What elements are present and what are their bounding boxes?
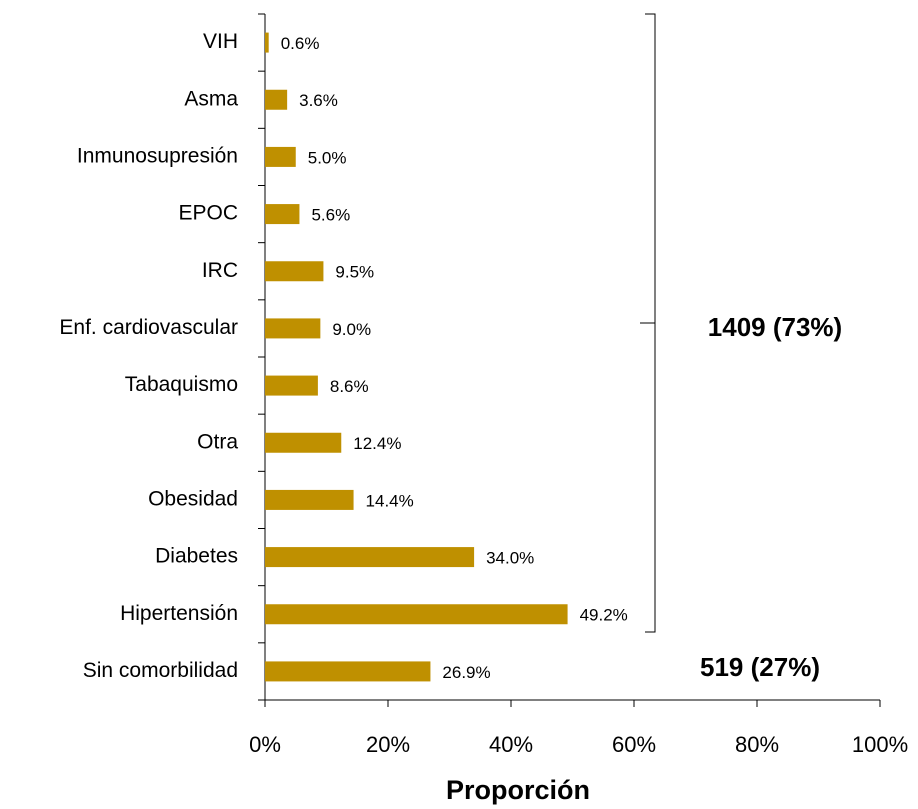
x-tick-label: 60% xyxy=(612,732,656,757)
x-tick-label: 100% xyxy=(852,732,908,757)
bar xyxy=(265,89,288,110)
value-label: 26.9% xyxy=(442,663,490,682)
bar xyxy=(265,32,269,53)
x-tick-label: 0% xyxy=(249,732,281,757)
value-label: 9.0% xyxy=(332,320,371,339)
y-tick-label: Inmunosupresión xyxy=(77,144,238,167)
y-tick-label: Otra xyxy=(197,430,238,453)
bar xyxy=(265,661,431,682)
y-tick-label: Enf. cardiovascular xyxy=(59,316,238,339)
value-label: 34.0% xyxy=(486,549,534,568)
y-tick-label: Asma xyxy=(184,87,238,110)
value-label: 5.0% xyxy=(308,148,347,167)
bar xyxy=(265,375,318,396)
y-tick-label: EPOC xyxy=(178,202,238,225)
y-tick-label: VIH xyxy=(203,30,238,53)
value-label: 12.4% xyxy=(353,434,401,453)
y-tick-label: IRC xyxy=(202,259,238,282)
bar xyxy=(265,318,321,339)
bar xyxy=(265,604,568,625)
bar xyxy=(265,547,475,568)
value-label: 0.6% xyxy=(281,34,320,53)
x-tick-label: 20% xyxy=(366,732,410,757)
bar xyxy=(265,432,342,453)
y-tick-label: Hipertensión xyxy=(120,602,238,625)
bar xyxy=(265,489,354,510)
y-tick-label: Sin comorbilidad xyxy=(83,659,238,682)
annotation: 1409 (73%) xyxy=(708,312,842,342)
value-label: 5.6% xyxy=(311,206,350,225)
x-axis-title: Proporción xyxy=(446,775,590,805)
x-tick-label: 80% xyxy=(735,732,779,757)
bar xyxy=(265,261,324,282)
bar xyxy=(265,146,296,167)
value-label: 49.2% xyxy=(580,606,628,625)
y-tick-label: Diabetes xyxy=(155,545,238,568)
value-label: 9.5% xyxy=(335,263,374,282)
bar xyxy=(265,204,300,225)
y-tick-label: Tabaquismo xyxy=(125,373,238,396)
value-label: 14.4% xyxy=(366,491,414,510)
x-tick-label: 40% xyxy=(489,732,533,757)
value-label: 3.6% xyxy=(299,91,338,110)
bracket xyxy=(640,13,656,633)
y-tick-label: Obesidad xyxy=(148,487,238,510)
annotation: 519 (27%) xyxy=(700,652,820,682)
value-label: 8.6% xyxy=(330,377,369,396)
